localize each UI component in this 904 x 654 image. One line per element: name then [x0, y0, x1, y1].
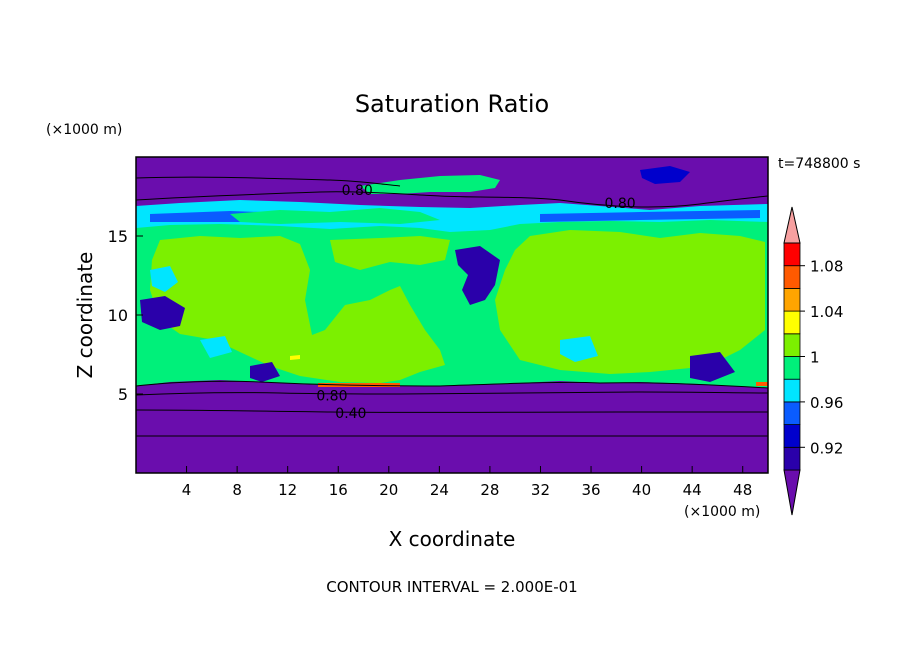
colorbar-under-triangle: [783, 469, 801, 516]
colorbar: 1.08 1.04 1 0.96 0.92: [783, 206, 843, 516]
x-tick-label: 36: [581, 481, 600, 499]
x-tick-label: 12: [278, 481, 297, 499]
colorbar-tick-label: 1.08: [810, 258, 843, 276]
moist-layer-100: [150, 236, 445, 383]
cloud-base-yellow: [290, 355, 300, 360]
dry-patch-center: [455, 246, 500, 305]
contour-labels: 0.800.800.800.40: [316, 183, 636, 422]
contour-label: 0.80: [342, 183, 373, 199]
colorbar-tick-label: 1: [810, 349, 820, 367]
time-label: t=748800 s: [778, 156, 860, 172]
contour-080-lower: [136, 391, 768, 396]
x-tick-label: 44: [683, 481, 702, 499]
top-dry-cell: [640, 166, 690, 184]
colorbar-segment: [783, 378, 801, 403]
contour-080-top: [136, 176, 401, 187]
colorbar-segment: [783, 424, 801, 448]
cirrus-band: [360, 175, 500, 194]
x-tick-label: 24: [430, 481, 449, 499]
colorbar-segment: [783, 333, 801, 357]
y-axis-label: Z coordinate: [73, 252, 97, 379]
contour-label: 0.80: [316, 389, 347, 405]
contour-label: 0.80: [605, 196, 636, 212]
x-tick-label: 8: [232, 481, 242, 499]
moist-layer-100-east: [495, 230, 765, 374]
colorbar-segment: [783, 265, 801, 289]
x-axis-label: X coordinate: [389, 527, 516, 551]
colorbar-segment: [783, 401, 801, 425]
colorbar-segment: [783, 242, 801, 267]
x-tick-label: 32: [531, 481, 550, 499]
y-axis: 5 10 15: [108, 227, 143, 404]
contour-layer-edge: [136, 380, 768, 389]
cloud-base-supersat: [318, 382, 768, 387]
x-tick-label: 4: [182, 481, 192, 499]
colorbar-segment: [783, 446, 801, 471]
x-tick-label: 16: [329, 481, 348, 499]
x-axis: 4 8 12 16 20 24 28 32 36 40 44 48: [182, 466, 752, 499]
colorbar-tick-label: 0.92: [810, 439, 843, 457]
contour-label: 0.40: [335, 406, 366, 422]
contour-080-upper: [136, 191, 768, 208]
y-tick-label: 10: [108, 306, 128, 325]
x-tick-label: 40: [632, 481, 651, 499]
x-tick-label: 28: [480, 481, 499, 499]
dry-patch-west: [140, 296, 185, 330]
y-tick-label: 5: [118, 385, 128, 404]
x-unit-label: (×1000 m): [684, 504, 760, 520]
moist-layer-100-center: [330, 236, 450, 270]
y-tick-label: 15: [108, 227, 128, 246]
y-unit-label: (×1000 m): [46, 122, 122, 138]
colorbar-tick-label: 1.04: [810, 303, 843, 321]
colorbar-segment: [783, 287, 801, 312]
saturation-field: [136, 157, 768, 473]
cirrus-band-2: [230, 208, 440, 224]
colorbar-segment: [783, 310, 801, 335]
contour-interval-note: CONTOUR INTERVAL = 2.000E-01: [326, 578, 577, 596]
chart-title: Saturation Ratio: [355, 90, 549, 118]
x-tick-label: 20: [379, 481, 398, 499]
contour-040: [136, 409, 768, 413]
colorbar-segment: [783, 356, 801, 380]
colorbar-over-triangle: [783, 206, 801, 244]
colorbar-tick-label: 0.96: [810, 394, 843, 412]
x-tick-label: 48: [733, 481, 752, 499]
